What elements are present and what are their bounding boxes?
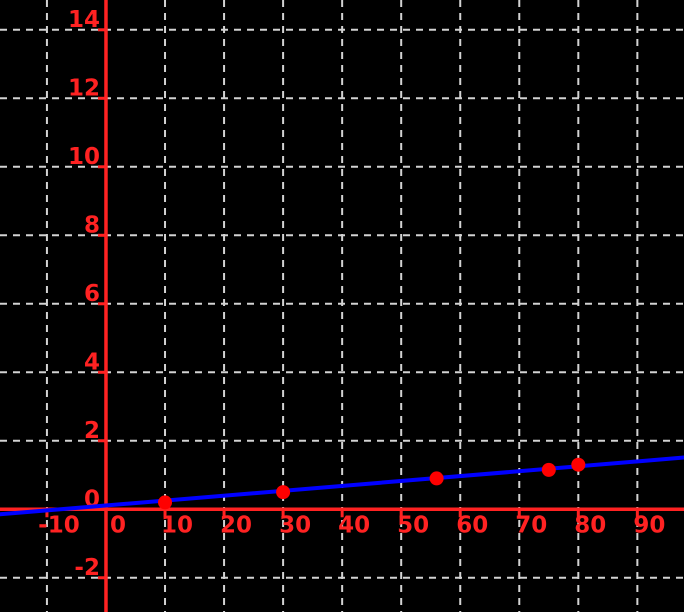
x-tick-label: 50 xyxy=(397,512,429,538)
data-point xyxy=(541,462,556,477)
data-point xyxy=(571,457,586,472)
y-tick-label: 2 xyxy=(84,418,100,444)
y-tick-label: 12 xyxy=(68,75,100,101)
x-tick-label: 70 xyxy=(515,512,547,538)
x-tick-label: 40 xyxy=(338,512,370,538)
x-tick-label: 90 xyxy=(633,512,665,538)
x-tick-label: -10 xyxy=(38,512,80,538)
x-tick-label: 10 xyxy=(161,512,193,538)
y-tick-label: 14 xyxy=(68,7,100,33)
y-tick-label: 6 xyxy=(84,281,100,307)
x-tick-label: 80 xyxy=(574,512,606,538)
data-point xyxy=(276,485,291,500)
y-tick-label: 4 xyxy=(84,349,100,375)
x-tick-label: 0 xyxy=(110,512,126,538)
x-tick-label: 30 xyxy=(279,512,311,538)
y-tick-label: 8 xyxy=(84,212,100,238)
y-tick-label: -2 xyxy=(74,555,100,581)
x-tick-label: 20 xyxy=(220,512,252,538)
regression-line xyxy=(0,455,684,517)
data-point xyxy=(429,471,444,486)
y-tick-label: 10 xyxy=(68,144,100,170)
x-tick-label: 60 xyxy=(456,512,488,538)
data-point xyxy=(158,495,173,510)
